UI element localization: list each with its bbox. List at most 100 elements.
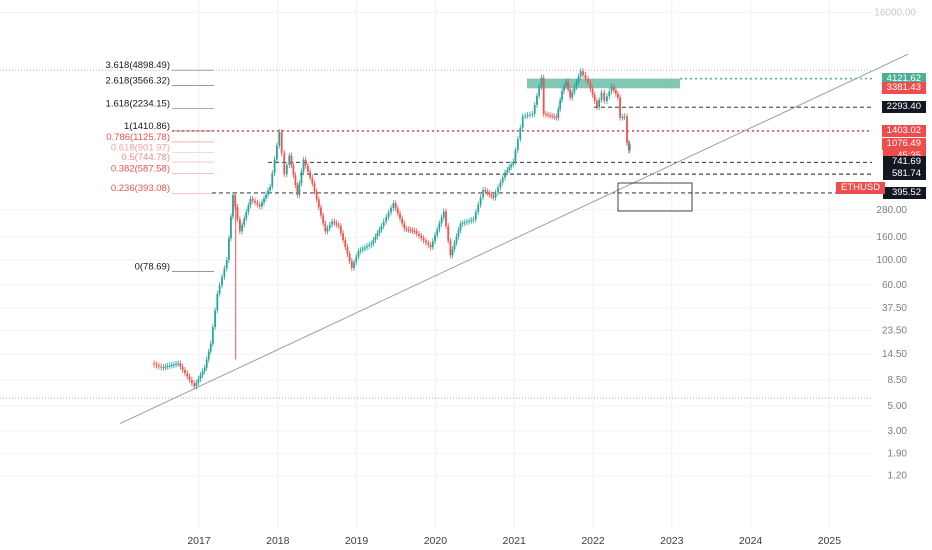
candle	[608, 91, 611, 97]
candle	[186, 373, 189, 377]
candle	[589, 82, 592, 89]
x-tick-label: 2025	[818, 535, 842, 547]
candle	[221, 276, 223, 286]
candle	[173, 364, 175, 366]
y-axis[interactable]: 1.20 1.90 3.00 5.00 8.50 14.50 23.50 37.50 60.00…	[874, 7, 916, 481]
candle	[265, 194, 267, 199]
candle	[214, 310, 216, 328]
candle	[209, 343, 212, 352]
candle	[413, 230, 416, 232]
x-tick-label: 2018	[266, 535, 290, 547]
candle	[394, 203, 397, 209]
candle	[427, 242, 430, 245]
candle	[484, 190, 487, 192]
candle	[326, 228, 329, 232]
candle	[243, 218, 246, 225]
candle	[614, 90, 617, 94]
candle	[399, 213, 401, 219]
candle	[247, 205, 250, 212]
candle	[396, 208, 399, 214]
candle	[524, 115, 527, 117]
candle	[407, 229, 410, 231]
candle	[559, 99, 562, 109]
candle	[392, 203, 395, 208]
x-tick-label: 2020	[424, 535, 448, 547]
horizontal-levels[interactable]	[0, 69, 872, 399]
candle	[179, 363, 182, 367]
candle	[290, 155, 293, 166]
candle	[273, 159, 276, 173]
candle	[276, 145, 278, 160]
candle	[357, 251, 360, 257]
candle	[207, 351, 210, 360]
candle	[315, 191, 318, 200]
candle	[181, 366, 184, 370]
candle	[582, 71, 584, 75]
x-tick-label: 2017	[187, 535, 211, 547]
target-box[interactable]	[617, 182, 693, 212]
fib-level-label: 0.618(901.97)	[111, 143, 170, 154]
price-tag: 4121.62	[881, 72, 926, 85]
candle	[223, 268, 226, 277]
candle	[348, 254, 351, 261]
candle	[587, 78, 589, 83]
x-axis[interactable]: 2017 2018 2019 2020 2021 2022 2023 2024 2025	[187, 535, 841, 547]
candle	[453, 242, 456, 250]
candle	[501, 177, 504, 183]
candle	[197, 378, 200, 383]
candle	[447, 226, 450, 241]
trendline[interactable]	[119, 53, 909, 424]
symbol-tag: ETHUSD	[836, 182, 886, 194]
candle	[595, 100, 598, 108]
candle	[157, 365, 160, 367]
candle	[350, 260, 353, 268]
x-tick-label: 2019	[345, 535, 369, 547]
candle	[168, 365, 171, 367]
candle	[269, 186, 271, 191]
fib-level-label: 0.382(587.58)	[111, 164, 170, 175]
candle	[526, 115, 529, 117]
candle	[372, 240, 375, 244]
candle	[218, 285, 221, 294]
candle	[606, 96, 608, 102]
candle	[232, 194, 234, 217]
candle	[540, 77, 543, 87]
candle	[376, 233, 379, 237]
candle	[529, 114, 531, 116]
price-series	[153, 68, 631, 390]
x-tick-label: 2023	[660, 535, 684, 547]
candle	[335, 223, 338, 225]
price-tag: 395.52	[883, 186, 926, 199]
candle	[557, 108, 560, 118]
y-tick-label: 1.20	[888, 471, 908, 482]
candle	[359, 249, 362, 252]
fib-level-label: 1.618(2234.15)	[106, 98, 170, 109]
candle	[623, 116, 626, 118]
candle	[610, 86, 613, 92]
fib-level-label: 0.786(1125.78)	[106, 132, 170, 143]
candle	[331, 221, 334, 225]
candle	[177, 363, 180, 365]
y-tick-label: 60.00	[882, 280, 907, 291]
candle	[184, 369, 186, 374]
candle	[409, 229, 412, 231]
fib-level-label: 0(78.69)	[135, 262, 170, 273]
candle	[245, 211, 248, 219]
candle	[370, 243, 373, 245]
candle	[368, 244, 371, 247]
candle	[292, 165, 295, 176]
candle	[445, 211, 447, 227]
candle	[193, 383, 196, 387]
candle	[457, 230, 460, 237]
fibonacci-levels[interactable]: 3.618(4898.49) 2.618(3566.32) 1.618(2234.1…	[106, 60, 214, 273]
candle	[188, 376, 191, 380]
price-tag: 581.74	[883, 168, 926, 181]
candle	[519, 127, 522, 140]
candle	[474, 212, 477, 220]
candle	[482, 190, 484, 198]
candle	[366, 246, 368, 248]
candle	[512, 161, 515, 165]
candle	[364, 247, 366, 249]
candle	[405, 228, 408, 230]
